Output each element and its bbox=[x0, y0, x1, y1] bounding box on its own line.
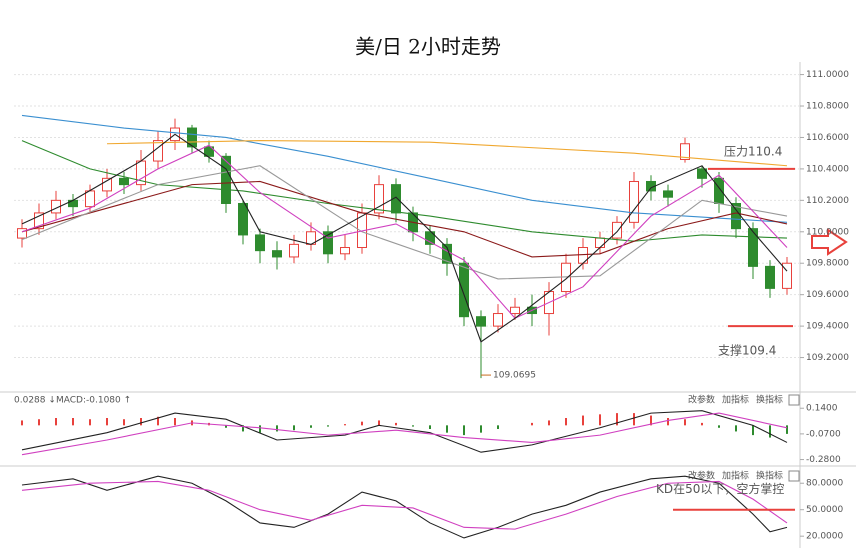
y-tick-label: 110.0000 bbox=[806, 227, 849, 237]
candle-body bbox=[612, 221, 622, 239]
candle-body bbox=[663, 190, 673, 198]
candle-body bbox=[595, 237, 605, 249]
level-label: 压力110.4 bbox=[724, 144, 782, 158]
y-tick-label: 110.8000 bbox=[806, 102, 849, 112]
chart-title: 美/日 2小时走势 bbox=[355, 35, 501, 59]
indicator-line bbox=[21, 475, 788, 539]
y-tick-label: 80.0000 bbox=[806, 479, 843, 489]
y-tick-label: 0.1400 bbox=[806, 404, 838, 414]
candle-body bbox=[374, 184, 384, 214]
candle-body bbox=[204, 146, 214, 157]
candle-body bbox=[714, 177, 724, 204]
candle-body bbox=[697, 168, 707, 179]
y-tick-label: 109.6000 bbox=[806, 290, 849, 300]
candle-body bbox=[238, 202, 248, 236]
indicator-line bbox=[21, 144, 788, 319]
candle-body bbox=[85, 190, 95, 208]
candle-body bbox=[629, 180, 639, 223]
candle-body bbox=[425, 231, 435, 245]
candle-body bbox=[510, 306, 520, 315]
indicator-button[interactable]: 改参数 bbox=[688, 394, 715, 406]
candle-body bbox=[289, 243, 299, 258]
level-label: KD在50以下，空方掌控 bbox=[656, 481, 784, 496]
candle-body bbox=[17, 228, 27, 239]
candle-body bbox=[34, 212, 44, 230]
y-tick-label: 110.4000 bbox=[806, 164, 849, 174]
indicator-line bbox=[21, 180, 788, 258]
candle-body bbox=[221, 155, 231, 204]
y-tick-label: 111.0000 bbox=[806, 70, 849, 80]
candle-body bbox=[102, 177, 112, 192]
indicator-line bbox=[21, 133, 788, 343]
y-tick-label: 20.0000 bbox=[806, 532, 843, 542]
candle-body bbox=[255, 234, 265, 252]
candle-body bbox=[272, 250, 282, 258]
indicator-line bbox=[106, 140, 788, 167]
level-label: 支撑109.4 bbox=[718, 343, 776, 358]
candle-body bbox=[765, 265, 775, 289]
candle-body bbox=[391, 184, 401, 214]
y-tick-label: -0.2800 bbox=[806, 455, 841, 465]
indicator-line bbox=[21, 412, 788, 456]
candle-body bbox=[748, 228, 758, 267]
indicator-line bbox=[21, 165, 788, 280]
indicator-button[interactable]: 换指标 bbox=[756, 470, 783, 482]
close-button[interactable] bbox=[788, 470, 800, 482]
indicator-line bbox=[21, 114, 788, 223]
y-tick-label: 109.2000 bbox=[806, 353, 849, 363]
candle-body bbox=[340, 247, 350, 255]
y-tick-label: 109.8000 bbox=[806, 259, 849, 269]
candle-body bbox=[119, 177, 129, 186]
y-tick-label: 110.2000 bbox=[806, 196, 849, 206]
close-button[interactable] bbox=[788, 394, 800, 406]
y-tick-label: -0.0700 bbox=[806, 429, 841, 439]
indicator-button[interactable]: 加指标 bbox=[722, 470, 749, 482]
indicator-button[interactable]: 换指标 bbox=[756, 394, 783, 406]
y-tick-label: 110.6000 bbox=[806, 133, 849, 143]
candle-body bbox=[476, 316, 486, 327]
y-tick-label: 50.0000 bbox=[806, 505, 843, 515]
arrow bbox=[811, 228, 848, 256]
macd-header: MACD:-0.1080 ↑ bbox=[56, 396, 131, 406]
candle-body bbox=[459, 262, 469, 318]
candle-body bbox=[187, 127, 197, 148]
candle-body bbox=[493, 313, 503, 327]
macd-value: 0.0288 ↓ bbox=[14, 396, 56, 406]
indicator-line bbox=[21, 140, 788, 242]
low-label: 109.0695 bbox=[493, 371, 536, 381]
candle-body bbox=[680, 143, 690, 160]
candle-body bbox=[323, 231, 333, 255]
indicator-line bbox=[21, 480, 788, 530]
y-tick-label: 109.4000 bbox=[806, 322, 849, 332]
indicator-button[interactable]: 加指标 bbox=[722, 394, 749, 406]
indicator-line bbox=[21, 410, 788, 453]
candle-body bbox=[782, 262, 792, 289]
